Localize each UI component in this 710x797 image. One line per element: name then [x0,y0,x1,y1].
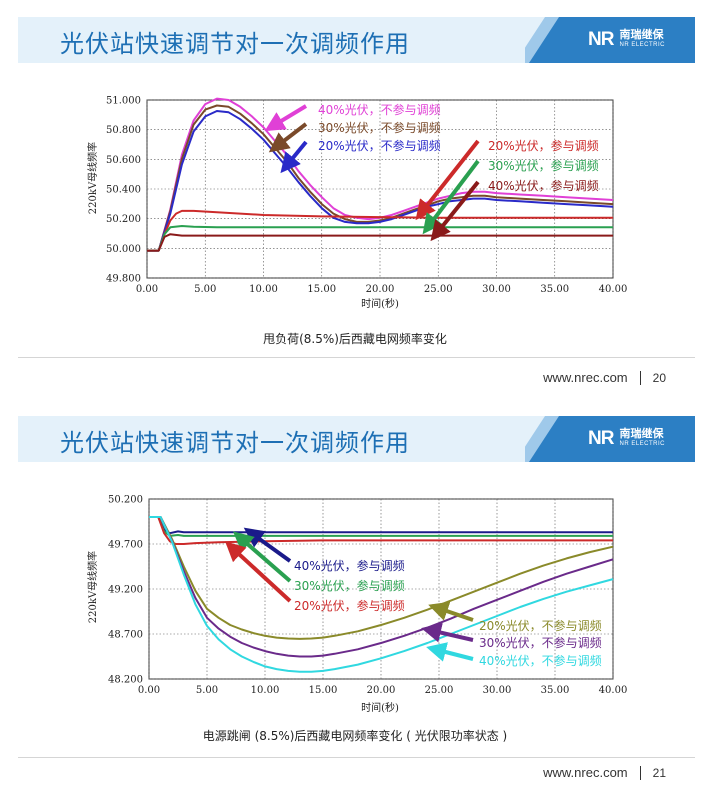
x-tick-label: 20.00 [366,284,395,295]
footer: www.nrec.com 20 [543,370,666,385]
series-line [149,516,614,658]
legend-label: 40%光伏，不参与调频 [479,653,602,668]
x-tick-label: 20.00 [367,685,396,696]
legend-label: 20%光伏，参与调频 [294,598,405,613]
series-line [149,516,614,640]
x-axis-label: 时间(秒) [361,297,399,310]
series-line [147,233,613,252]
title-banner: 光伏站快速调节对一次调频作用 NR 南瑞继保 NR ELECTRIC [18,416,695,462]
chart-caption: 电源跳闸 (8.5%)后西藏电网频率变化 ( 光伏限功率状态 ) [202,729,508,743]
y-axis-label: 220kV母线频率 [86,551,99,623]
logo-mark: NR [588,29,614,50]
legend-label: 20%光伏，参与调频 [488,138,599,153]
page-number: 20 [652,370,666,385]
legend-label: 30%光伏，参与调频 [294,578,405,593]
x-tick-label: 25.00 [424,284,453,295]
y-tick-label: 50.800 [106,125,141,136]
y-tick-label: 50.200 [106,214,141,225]
series-line [147,209,613,252]
y-tick-label: 49.700 [108,540,143,551]
slide-21: 光伏站快速调节对一次调频作用 NR 南瑞继保 NR ELECTRIC 0.00 5… [0,399,710,797]
series-line [149,516,613,545]
legend-label: 20%光伏，不参与调频 [318,138,441,153]
title-banner: 光伏站快速调节对一次调频作用 NR 南瑞继保 NR ELECTRIC [18,17,695,63]
x-tick-label: 40.00 [599,685,628,696]
series-line [149,516,614,673]
legend-label: 30%光伏，不参与调频 [479,635,602,650]
x-tick-label: 35.00 [541,685,570,696]
logo-cn-text: 南瑞继保 [619,28,664,41]
x-tick-label: 25.00 [425,685,454,696]
page-number: 21 [652,765,666,780]
logo-cn-text: 南瑞继保 [619,427,664,440]
series-line [147,104,614,252]
legend-arrow [428,601,474,622]
footer: www.nrec.com 21 [543,765,666,780]
slide-title: 光伏站快速调节对一次调频作用 [60,30,410,58]
y-tick-label: 50.600 [106,155,141,166]
y-tick-label: 51.000 [106,96,141,107]
x-tick-label: 10.00 [249,284,278,295]
x-tick-label: 30.00 [482,284,511,295]
frequency-chart-load-rejection: 0.00 5.00 10.00 15.00 20.00 25.00 30.00 35.00 40… [86,96,628,311]
footer-divider [18,357,695,358]
slide-title: 光伏站快速调节对一次调频作用 [60,429,410,457]
banner-accent-shape [525,17,695,63]
legend-arrow [426,642,474,662]
legend-label: 40%光伏，参与调频 [294,558,405,573]
y-tick-label: 48.700 [108,630,143,641]
legend-label: 30%光伏，不参与调频 [318,120,441,135]
legend-arrow [415,139,480,221]
y-axis-label: 220kV母线频率 [86,142,99,214]
y-tick-label: 48.200 [108,675,143,686]
x-tick-label: 30.00 [483,685,512,696]
website-link[interactable]: www.nrec.com [543,765,628,780]
legend-label: 40%光伏，不参与调频 [318,102,441,117]
legend-arrow [430,180,480,242]
banner-accent-shape [525,416,695,462]
logo-en-text: NR ELECTRIC [619,441,665,447]
legend-arrow [280,140,308,174]
legend-arrow [421,622,474,643]
chart-caption: 甩负荷(8.5%)后西藏电网频率变化 [263,332,447,346]
slide-20: 光伏站快速调节对一次调频作用 NR 南瑞继保 NR ELECTRIC 0.00 5… [0,0,710,398]
legend-label: 30%光伏，参与调频 [488,158,599,173]
legend-arrow [225,541,292,603]
logo-en-text: NR ELECTRIC [619,42,665,48]
footer-divider [18,757,695,758]
footer-separator [639,370,641,385]
nr-electric-logo: NR 南瑞继保 NR ELECTRIC [588,29,665,51]
logo-mark: NR [588,428,614,449]
x-tick-label: 5.00 [194,284,216,295]
legend-arrow [264,104,308,132]
x-tick-label: 10.00 [251,685,280,696]
y-tick-label: 50.400 [106,185,141,196]
legend-label: 20%光伏，不参与调频 [479,618,602,633]
x-tick-label: 15.00 [309,685,338,696]
x-tick-label: 15.00 [307,284,336,295]
y-tick-label: 49.800 [106,274,141,285]
y-tick-label: 50.200 [108,495,143,506]
frequency-chart-generator-trip: 0.00 5.00 10.00 15.00 20.00 25.00 30.00 35.00 40… [86,495,628,715]
legend-arrow [268,122,308,153]
website-link[interactable]: www.nrec.com [543,370,628,385]
y-tick-label: 49.200 [108,585,143,596]
x-tick-label: 0.00 [136,284,158,295]
x-tick-label: 35.00 [540,284,569,295]
x-axis-label: 时间(秒) [361,701,399,714]
x-tick-label: 0.00 [138,685,160,696]
series-line [147,225,613,252]
legend-label: 40%光伏，参与调频 [488,178,599,193]
x-tick-label: 5.00 [196,685,218,696]
series-line [147,110,614,252]
footer-separator [639,765,641,780]
y-tick-label: 50.000 [106,244,141,255]
nr-electric-logo: NR 南瑞继保 NR ELECTRIC [588,428,665,450]
x-tick-label: 40.00 [599,284,628,295]
